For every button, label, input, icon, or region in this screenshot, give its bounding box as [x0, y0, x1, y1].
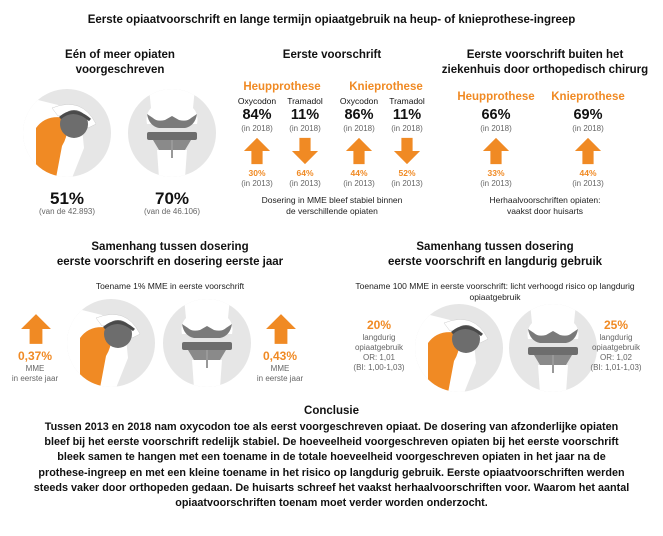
panel5-heading-line2: eerste voorschrift en langdurig gebruik — [387, 256, 603, 268]
knee-confidence-interval: (BI: 1,01-1,03) — [590, 363, 642, 372]
panel5-subtitle-line1: Toename 100 MME in eerste voorschrift: l… — [355, 281, 635, 291]
knee-prosthesis-icon — [162, 298, 252, 388]
hip-surgeon-2013: 33% — [487, 168, 505, 178]
conclusion-line: prothese-ingreep en met een kleine toena… — [38, 466, 625, 479]
value-2013: 44% — [350, 168, 368, 178]
year-2013: (in 2013) — [572, 179, 604, 188]
year-2013: (in 2013) — [480, 179, 512, 188]
year-2018: (in 2018) — [343, 124, 375, 133]
drug-label: Tramadol — [389, 96, 425, 106]
year-2013: (in 2013) — [289, 179, 321, 188]
knee-opioid-percentage: 70% — [154, 189, 190, 208]
year-2018: (in 2018) — [391, 124, 423, 133]
hip-long-term-use: 20% — [366, 318, 392, 332]
panel3-knee-label: Knieprothese — [551, 91, 625, 103]
long-term-label: langdurig — [599, 333, 633, 342]
knee-mme-increase: 0,43% — [262, 349, 298, 363]
hip-surgeon-2018: 66% — [481, 107, 511, 123]
panel4-heading-line1: Samenhang tussen dosering — [91, 241, 249, 253]
panel5-subtitle-line2: opiaatgebruik — [469, 292, 521, 302]
value-2018: 84% — [242, 107, 272, 123]
panel4-subtitle: Toename 1% MME in eerste voorschrift — [95, 281, 245, 291]
year-2018: (in 2018) — [289, 124, 321, 133]
knee-surgeon-2013: 44% — [579, 168, 597, 178]
panel3-note-line1: Herhaalvoorschriften opiaten: — [489, 195, 601, 205]
year-2018: (in 2018) — [572, 124, 604, 133]
first-year-label: in eerste jaar — [256, 374, 304, 383]
hip-prosthesis-icon — [66, 298, 156, 388]
drug-label: Oxycodon — [237, 96, 277, 106]
panel2-heading: Eerste voorschrift — [282, 49, 382, 61]
knee-long-term-use: 25% — [603, 318, 629, 332]
hip-population-note: (van de 42.893) — [38, 207, 96, 216]
panel3-heading-line2: ziekenhuis door orthopedisch chirurg — [441, 64, 649, 76]
panel1-heading: Eén of meer opiaten voorgeschreven — [65, 49, 175, 76]
knee-odds-ratio: OR: 1,02 — [599, 353, 632, 362]
year-2013: (in 2013) — [343, 179, 375, 188]
year-2018: (in 2018) — [241, 124, 273, 133]
down-arrow-icon — [393, 137, 421, 165]
hip-prosthesis-icon — [22, 88, 112, 178]
down-arrow-icon — [291, 137, 319, 165]
knee-prosthesis-icon — [127, 88, 217, 178]
hip-confidence-interval: (BI: 1,00-1,03) — [353, 363, 405, 372]
conclusion-line: bleek samen te hangen met een toename in… — [57, 451, 606, 464]
knee-surgeon-2018: 69% — [573, 107, 603, 123]
up-arrow-icon — [265, 313, 297, 345]
panel2-note-line2: de verschillende opiaten — [286, 206, 378, 216]
knee-population-note: (van de 46.106) — [143, 207, 201, 216]
conclusion-line: bleef bij het eerste voorschrift redelij… — [44, 436, 619, 449]
long-term-label: langdurig — [362, 333, 396, 342]
up-arrow-icon — [345, 137, 373, 165]
hip-odds-ratio: OR: 1,01 — [362, 353, 395, 362]
up-arrow-icon — [20, 313, 52, 345]
panel3-note-line2: vaakst door huisarts — [506, 206, 584, 216]
value-2018: 11% — [290, 107, 320, 123]
hip-prosthesis-icon — [414, 303, 504, 393]
value-2013: 30% — [248, 168, 266, 178]
value-2018: 11% — [392, 107, 422, 123]
up-arrow-icon — [482, 137, 510, 165]
panel2-note-line1: Dosering in MME bleef stabiel binnen — [261, 195, 403, 205]
panel2-hip-label: Heupprothese — [243, 81, 321, 93]
hip-opioid-percentage: 51% — [49, 189, 85, 208]
up-arrow-icon — [574, 137, 602, 165]
panel2-knee-label: Knieprothese — [349, 81, 423, 93]
panel5-heading-line1: Samenhang tussen dosering — [416, 241, 574, 253]
first-year-label: in eerste jaar — [11, 374, 59, 383]
page-title: Eerste opiaatvoorschrift en lange termij… — [87, 14, 576, 26]
value-2013: 52% — [398, 168, 416, 178]
panel3-hip-label: Heupprothese — [457, 91, 535, 103]
year-2018: (in 2018) — [480, 124, 512, 133]
year-2013: (in 2013) — [241, 179, 273, 188]
value-2013: 64% — [296, 168, 314, 178]
up-arrow-icon — [243, 137, 271, 165]
conclusion-line: opiaatvoorschriften toenam moet verder w… — [175, 497, 488, 510]
year-2013: (in 2013) — [391, 179, 423, 188]
hip-mme-increase: 0,37% — [17, 349, 53, 363]
conclusion-text: Tussen 2013 en 2018 nam oxycodon toe als… — [0, 420, 663, 511]
mme-label: MME — [25, 364, 45, 373]
drug-label: Tramadol — [287, 96, 323, 106]
mme-label: MME — [270, 364, 290, 373]
conclusion-heading: Conclusie — [304, 405, 359, 417]
value-2018: 86% — [344, 107, 374, 123]
panel3-heading-line1: Eerste voorschrift buiten het — [466, 49, 624, 61]
drug-label: Oxycodon — [339, 96, 379, 106]
opioid-use-label: opiaatgebruik — [354, 343, 404, 352]
conclusion-line: steeds vaker door orthopeden gedaan. De … — [33, 481, 630, 494]
conclusion-line: Tussen 2013 en 2018 nam oxycodon toe als… — [44, 421, 619, 433]
panel4-heading-line2: eerste voorschrift en dosering eerste ja… — [56, 256, 284, 268]
opioid-use-label: opiaatgebruik — [591, 343, 641, 352]
